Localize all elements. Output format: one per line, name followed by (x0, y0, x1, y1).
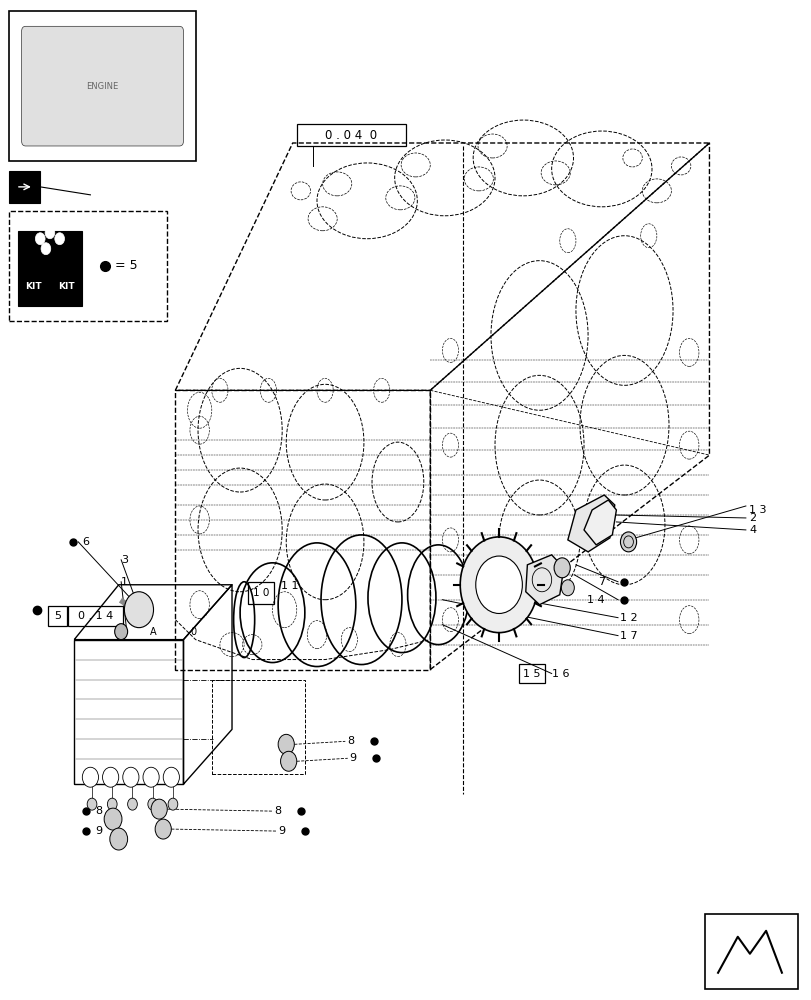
Circle shape (168, 798, 178, 810)
Circle shape (36, 233, 45, 245)
Text: 9: 9 (95, 826, 102, 836)
Circle shape (163, 767, 179, 787)
Polygon shape (525, 555, 563, 605)
Text: 8: 8 (346, 736, 354, 746)
Circle shape (104, 808, 122, 830)
Circle shape (122, 767, 139, 787)
Circle shape (127, 798, 137, 810)
Circle shape (148, 798, 157, 810)
Circle shape (114, 624, 127, 640)
Circle shape (41, 243, 51, 255)
Text: 1 5: 1 5 (523, 669, 540, 679)
Bar (18, 231, 82, 306)
Text: = 5: = 5 (114, 259, 137, 272)
Circle shape (54, 233, 64, 245)
Text: A: A (150, 627, 157, 637)
Circle shape (82, 767, 98, 787)
Text: 8: 8 (95, 806, 102, 816)
Text: KIT: KIT (25, 282, 42, 291)
Bar (212, 680, 304, 774)
Bar (48, 606, 67, 626)
Bar (10, 11, 195, 161)
Bar (296, 124, 406, 146)
Text: 1 0: 1 0 (253, 588, 269, 598)
Text: 1 2: 1 2 (619, 613, 637, 623)
Circle shape (475, 556, 521, 613)
Circle shape (553, 558, 569, 578)
Text: 0 . 1 4: 0 . 1 4 (78, 611, 113, 621)
Bar (519, 664, 544, 683)
Text: 6: 6 (82, 537, 89, 547)
Bar (67, 606, 122, 626)
Text: 0: 0 (191, 627, 196, 637)
Bar (10, 211, 167, 320)
Circle shape (278, 734, 294, 754)
Circle shape (143, 767, 159, 787)
Text: ENGINE: ENGINE (86, 82, 118, 91)
Text: 9: 9 (349, 753, 356, 763)
Text: KIT: KIT (58, 282, 75, 291)
Text: 1: 1 (121, 577, 128, 587)
Text: 4: 4 (749, 525, 755, 535)
Circle shape (151, 799, 167, 819)
Text: 3: 3 (121, 555, 128, 565)
Circle shape (155, 819, 171, 839)
Polygon shape (567, 495, 614, 552)
Text: 1 1: 1 1 (281, 581, 298, 591)
Circle shape (620, 532, 636, 552)
Bar (10, 171, 41, 203)
Bar (248, 582, 274, 604)
Circle shape (460, 537, 537, 633)
Text: 8: 8 (274, 806, 281, 816)
Text: 9: 9 (278, 826, 285, 836)
Circle shape (87, 798, 97, 810)
Circle shape (124, 592, 153, 628)
Circle shape (107, 798, 117, 810)
FancyBboxPatch shape (22, 26, 183, 146)
Circle shape (560, 580, 573, 596)
Circle shape (45, 227, 54, 239)
Text: 1 7: 1 7 (619, 631, 637, 641)
Text: 1 6: 1 6 (551, 669, 569, 679)
Text: 2: 2 (749, 513, 755, 523)
Text: 0 . 0 4  0: 0 . 0 4 0 (325, 129, 377, 142)
Text: 7: 7 (597, 577, 604, 587)
Text: 1 3: 1 3 (749, 505, 766, 515)
Circle shape (109, 828, 127, 850)
Text: 5: 5 (54, 611, 61, 621)
Polygon shape (583, 500, 616, 545)
Text: 1 4: 1 4 (586, 595, 604, 605)
Circle shape (281, 751, 296, 771)
Bar (705, 914, 797, 989)
Circle shape (102, 767, 118, 787)
